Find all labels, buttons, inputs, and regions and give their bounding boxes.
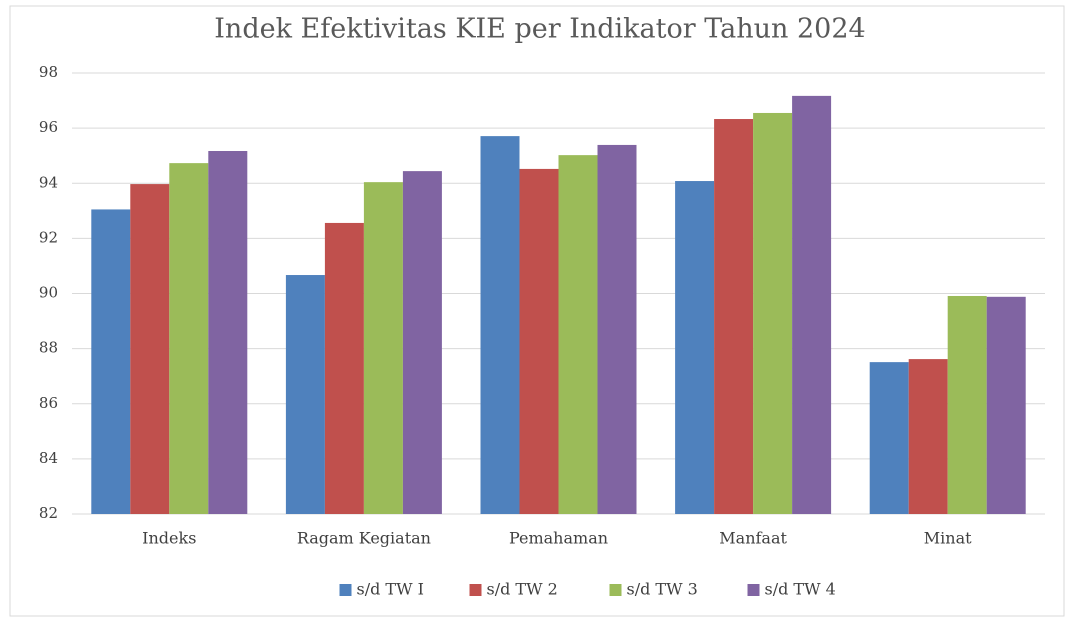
legend-label: s/d TW I	[357, 580, 424, 599]
y-tick-label: 84	[39, 449, 58, 467]
bar	[753, 112, 793, 514]
y-tick-label: 86	[39, 394, 58, 412]
bar	[208, 151, 248, 514]
bar	[91, 209, 131, 514]
y-tick-label: 90	[39, 284, 58, 302]
legend-label: s/d TW 2	[487, 580, 558, 599]
bar	[519, 168, 559, 515]
bar	[597, 144, 637, 515]
y-tick-label: 98	[39, 63, 58, 81]
x-tick-label: Ragam Kegiatan	[297, 529, 431, 548]
chart-title: Indek Efektivitas KIE per Indikator Tahu…	[214, 14, 865, 45]
y-tick-label: 82	[39, 504, 58, 522]
bar	[908, 359, 948, 514]
legend-swatch	[609, 584, 622, 596]
bar	[285, 275, 325, 514]
bar	[363, 182, 403, 514]
legend-swatch	[469, 584, 482, 596]
bar	[714, 119, 754, 515]
bar	[130, 184, 170, 514]
legend-swatch	[747, 584, 760, 596]
bar	[402, 171, 442, 514]
bar	[675, 181, 715, 515]
bar	[558, 155, 598, 515]
legend-label: s/d TW 3	[627, 580, 698, 599]
x-tick-label: Minat	[924, 529, 972, 548]
bar	[324, 222, 364, 514]
y-tick-label: 88	[39, 339, 58, 357]
x-tick-label: Manfaat	[719, 529, 787, 548]
bar	[986, 296, 1026, 514]
bar	[480, 136, 520, 515]
y-tick-label: 92	[39, 228, 58, 246]
bar	[169, 163, 209, 514]
bar	[947, 295, 987, 514]
x-tick-label: Pemahaman	[509, 529, 608, 548]
bar	[869, 362, 909, 514]
legend-label: s/d TW 4	[765, 580, 836, 599]
legend-swatch	[339, 584, 352, 596]
x-tick-label: Indeks	[142, 529, 196, 548]
y-tick-label: 94	[39, 173, 58, 191]
y-tick-label: 96	[39, 118, 58, 136]
bar	[792, 95, 832, 514]
